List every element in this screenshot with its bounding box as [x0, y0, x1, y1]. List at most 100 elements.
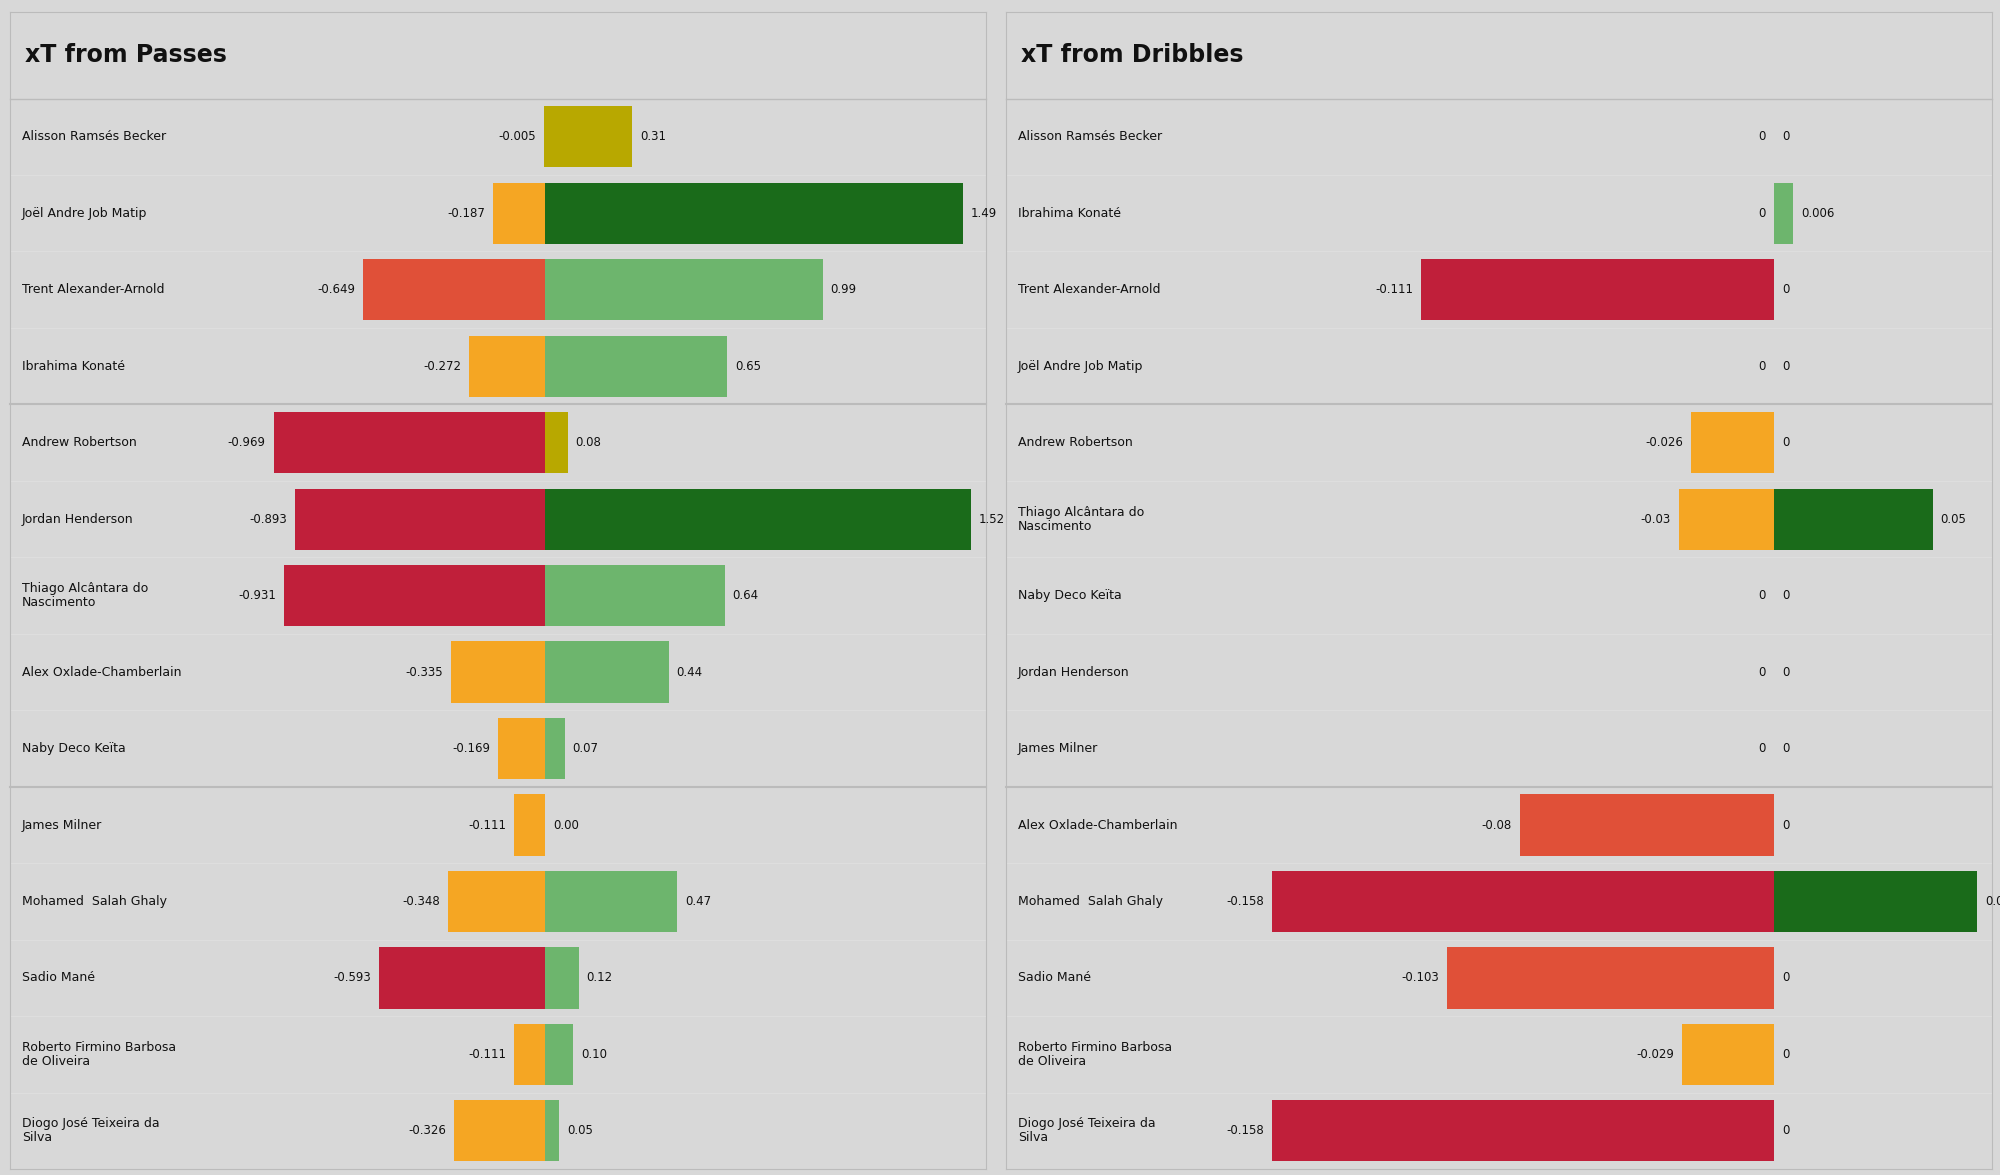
Bar	[1678, 489, 1774, 550]
Text: 0: 0	[1782, 1048, 1790, 1061]
Bar	[546, 412, 568, 474]
Text: 0: 0	[1782, 665, 1790, 679]
Text: -0.03: -0.03	[1640, 512, 1670, 525]
Text: Mohamed  Salah Ghaly: Mohamed Salah Ghaly	[22, 895, 166, 908]
Text: Andrew Robertson: Andrew Robertson	[1018, 436, 1132, 449]
Bar	[1446, 947, 1774, 1008]
Text: Diogo José Teixeira da
Silva: Diogo José Teixeira da Silva	[22, 1117, 160, 1144]
Text: Ibrahima Konaté: Ibrahima Konaté	[22, 360, 124, 372]
Text: Trent Alexander-Arnold: Trent Alexander-Arnold	[1018, 283, 1160, 296]
Text: Roberto Firmino Barbosa
de Oliveira: Roberto Firmino Barbosa de Oliveira	[1018, 1041, 1172, 1068]
Text: James Milner: James Milner	[1018, 743, 1098, 756]
Text: -0.969: -0.969	[228, 436, 266, 449]
Bar	[546, 489, 972, 550]
Text: -0.348: -0.348	[402, 895, 440, 908]
Bar	[378, 947, 546, 1008]
Text: 0: 0	[1758, 130, 1766, 143]
Text: -0.029: -0.029	[1636, 1048, 1674, 1061]
Bar	[468, 336, 546, 397]
Text: -0.158: -0.158	[1226, 895, 1264, 908]
Text: xT from Dribbles: xT from Dribbles	[1020, 43, 1244, 67]
Bar	[294, 489, 546, 550]
Text: -0.08: -0.08	[1482, 819, 1512, 832]
Text: 0: 0	[1782, 130, 1790, 143]
Text: -0.335: -0.335	[406, 665, 444, 679]
Text: James Milner: James Milner	[22, 819, 102, 832]
Text: 0.00: 0.00	[554, 819, 578, 832]
Text: -0.326: -0.326	[408, 1124, 446, 1137]
Text: 0: 0	[1782, 819, 1790, 832]
Text: 0.99: 0.99	[830, 283, 856, 296]
Bar	[1774, 182, 1794, 244]
Text: -0.893: -0.893	[250, 512, 288, 525]
Text: Alex Oxlade-Chamberlain: Alex Oxlade-Chamberlain	[1018, 819, 1178, 832]
Text: Sadio Mané: Sadio Mané	[22, 972, 94, 985]
Text: Ibrahima Konaté: Ibrahima Konaté	[1018, 207, 1120, 220]
Text: 0.08: 0.08	[576, 436, 602, 449]
Text: Trent Alexander-Arnold: Trent Alexander-Arnold	[22, 283, 164, 296]
Text: -0.169: -0.169	[452, 743, 490, 756]
Text: Sadio Mané: Sadio Mané	[1018, 972, 1090, 985]
Bar	[1774, 871, 1978, 932]
Text: 0.064: 0.064	[1986, 895, 2000, 908]
Text: 0.65: 0.65	[736, 360, 762, 372]
Bar	[1272, 871, 1774, 932]
Bar	[1774, 489, 1932, 550]
Bar	[514, 794, 546, 855]
Text: Alisson Ramsés Becker: Alisson Ramsés Becker	[22, 130, 166, 143]
Text: 0.44: 0.44	[676, 665, 702, 679]
Text: 0.07: 0.07	[572, 743, 598, 756]
Bar	[1272, 1100, 1774, 1161]
Text: Alisson Ramsés Becker: Alisson Ramsés Becker	[1018, 130, 1162, 143]
Bar	[452, 642, 546, 703]
Text: -0.103: -0.103	[1402, 972, 1438, 985]
Text: 0: 0	[1782, 1124, 1790, 1137]
Bar	[546, 642, 668, 703]
Text: 0: 0	[1758, 589, 1766, 602]
Text: 0: 0	[1782, 283, 1790, 296]
Bar	[546, 947, 578, 1008]
Bar	[546, 182, 962, 244]
Text: Diogo José Teixeira da
Silva: Diogo José Teixeira da Silva	[1018, 1117, 1156, 1144]
Bar	[1520, 794, 1774, 855]
Bar	[546, 718, 564, 779]
Bar	[498, 718, 546, 779]
Text: 0.10: 0.10	[582, 1048, 608, 1061]
Text: 0: 0	[1758, 207, 1766, 220]
Bar	[546, 106, 632, 167]
Bar	[448, 871, 546, 932]
Text: Thiago Alcântara do
Nascimento: Thiago Alcântara do Nascimento	[22, 582, 148, 609]
Bar	[514, 1023, 546, 1085]
Bar	[492, 182, 546, 244]
Text: 0.05: 0.05	[568, 1124, 592, 1137]
Text: Roberto Firmino Barbosa
de Oliveira: Roberto Firmino Barbosa de Oliveira	[22, 1041, 176, 1068]
Text: Alex Oxlade-Chamberlain: Alex Oxlade-Chamberlain	[22, 665, 182, 679]
Text: Joël Andre Job Matip: Joël Andre Job Matip	[1018, 360, 1144, 372]
Bar	[546, 565, 724, 626]
Text: Jordan Henderson: Jordan Henderson	[1018, 665, 1130, 679]
Bar	[546, 336, 728, 397]
Text: xT from Passes: xT from Passes	[24, 43, 226, 67]
Text: 0.05: 0.05	[1940, 512, 1966, 525]
Text: -0.593: -0.593	[334, 972, 372, 985]
Text: -0.111: -0.111	[1376, 283, 1414, 296]
Text: -0.931: -0.931	[238, 589, 276, 602]
Text: 0.31: 0.31	[640, 130, 666, 143]
Text: 0: 0	[1782, 589, 1790, 602]
Text: Jordan Henderson: Jordan Henderson	[22, 512, 134, 525]
Bar	[364, 260, 546, 321]
Bar	[1422, 260, 1774, 321]
Text: 1.52: 1.52	[980, 512, 1006, 525]
Text: -0.272: -0.272	[424, 360, 462, 372]
Bar	[546, 1100, 560, 1161]
Text: -0.187: -0.187	[448, 207, 484, 220]
Bar	[1682, 1023, 1774, 1085]
Text: -0.111: -0.111	[468, 1048, 506, 1061]
Text: -0.158: -0.158	[1226, 1124, 1264, 1137]
Text: 0.12: 0.12	[586, 972, 612, 985]
Text: 0: 0	[1782, 360, 1790, 372]
Text: -0.111: -0.111	[468, 819, 506, 832]
Bar	[1692, 412, 1774, 474]
Text: 0: 0	[1758, 665, 1766, 679]
Text: 0: 0	[1758, 360, 1766, 372]
